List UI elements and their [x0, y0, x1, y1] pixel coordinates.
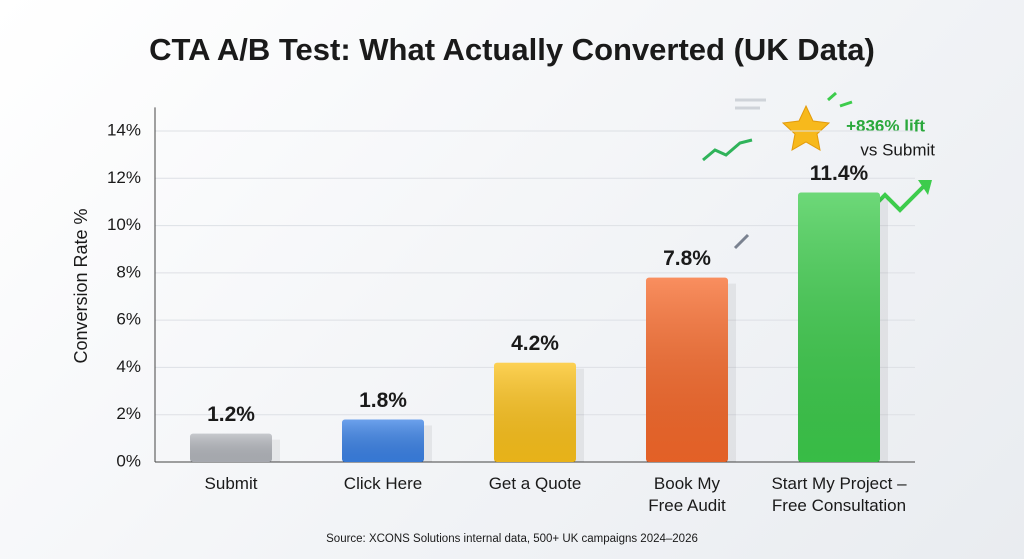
- x-tick-label: Get a Quote: [488, 474, 582, 493]
- decoration: [702, 91, 932, 250]
- x-tick-label: Click Here: [343, 474, 423, 493]
- x-tick-label: Submit: [204, 474, 258, 493]
- bar-shade: [190, 433, 272, 462]
- y-tick-label: 4%: [116, 357, 141, 376]
- annotation-headline: +836% lift: [846, 116, 925, 135]
- value-label: 11.4%: [810, 162, 869, 185]
- x-tick-label: Book My Free Audit: [648, 474, 726, 515]
- y-tick-label: 10%: [107, 215, 141, 234]
- y-tick-label: 8%: [116, 262, 141, 281]
- value-label: 1.8%: [359, 389, 407, 412]
- value-label: 7.8%: [663, 247, 711, 270]
- y-axis-label: Conversion Rate %: [71, 208, 91, 363]
- bar-shade: [342, 419, 424, 462]
- y-tick-label: 6%: [116, 310, 141, 329]
- source-note: Source: XCONS Solutions internal data, 5…: [326, 533, 698, 545]
- value-label: 4.2%: [511, 332, 559, 355]
- y-tick-label: 12%: [107, 168, 141, 187]
- value-label: 1.2%: [207, 403, 255, 426]
- y-tick-label: 0%: [116, 451, 141, 470]
- bar-shade: [798, 192, 880, 462]
- x-tick-label: Start My Project – Free Consultation: [771, 474, 907, 515]
- y-tick-label: 14%: [107, 120, 141, 139]
- annotation-subline: vs Submit: [860, 140, 935, 159]
- bar-shade: [494, 362, 576, 462]
- chart-title: CTA A/B Test: What Actually Converted (U…: [149, 32, 875, 67]
- bar-shade: [646, 277, 728, 462]
- y-tick-label: 2%: [116, 404, 141, 423]
